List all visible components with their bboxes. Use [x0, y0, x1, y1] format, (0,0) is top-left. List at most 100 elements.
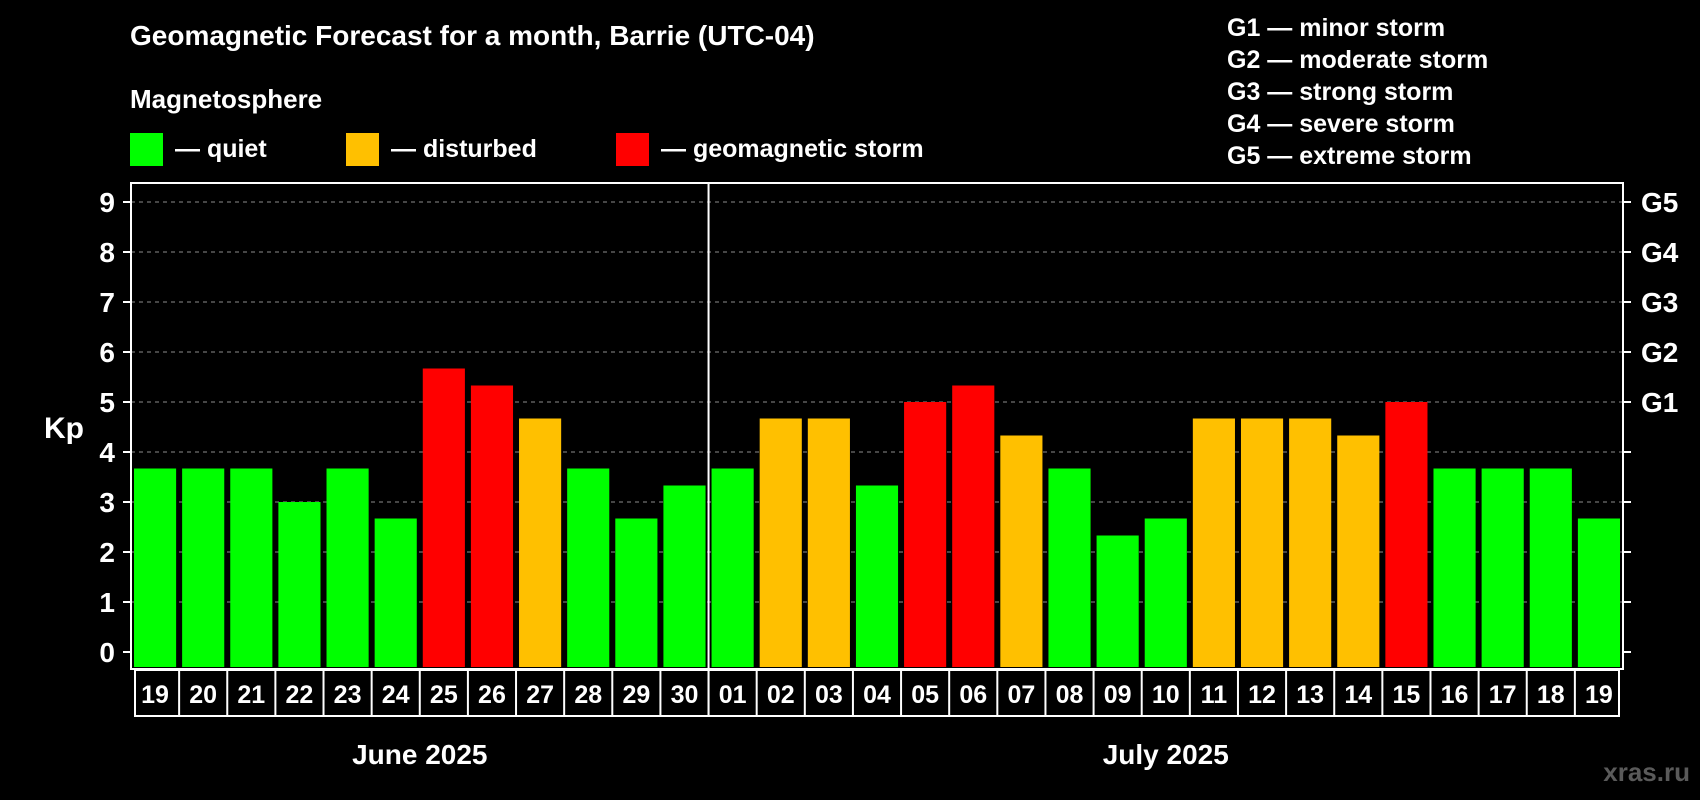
storm-scale-g2: G2 — moderate storm: [1227, 46, 1489, 74]
legend-item-disturbed: — disturbed: [346, 132, 537, 166]
category-label: 05: [911, 681, 939, 709]
y-tick-label: 9: [99, 187, 115, 218]
category-label: 22: [286, 681, 314, 709]
y-axis-label: Kp: [44, 412, 84, 445]
y-tick-label: 3: [99, 487, 115, 518]
storm-scale-g5: G5 — extreme storm: [1227, 142, 1472, 170]
legend-label-disturbed: — disturbed: [391, 134, 537, 163]
bar-28: [1481, 468, 1524, 667]
legend-heading: Magnetosphere: [130, 84, 323, 114]
bar-16: [904, 402, 947, 667]
category-label: 21: [237, 681, 265, 709]
category-label: 11: [1201, 681, 1228, 709]
bar-15: [855, 485, 899, 667]
category-label: 25: [430, 681, 458, 709]
category-label: 06: [959, 681, 987, 709]
category-label: 19: [1585, 681, 1613, 709]
bar-8: [519, 418, 562, 667]
y-tick-label: 4: [99, 437, 115, 468]
category-label: 24: [382, 681, 410, 709]
y-tick-label: 2: [99, 537, 115, 568]
bar-30: [1577, 518, 1620, 667]
legend-item-quiet: — quiet: [130, 132, 267, 166]
category-label: 28: [574, 681, 602, 709]
storm-scale-legend: G1 — minor storm G2 — moderate storm G3 …: [1227, 12, 1488, 172]
storm-scale-g4: G4 — severe storm: [1227, 110, 1455, 138]
bar-17: [952, 385, 995, 667]
category-label: 01: [719, 681, 747, 709]
category-label: 16: [1441, 681, 1469, 709]
bar-12: [711, 468, 754, 667]
bar-10: [615, 518, 658, 667]
y-tick-label: 0: [99, 637, 115, 668]
category-label: 20: [189, 681, 217, 709]
legend-swatch-disturbed: [346, 132, 379, 166]
bar-9: [567, 468, 610, 667]
watermark: xras.ru: [1603, 757, 1690, 787]
bar-23: [1240, 418, 1284, 667]
storm-scale-g3: G3 — strong storm: [1227, 78, 1454, 106]
month-label: June 2025: [352, 739, 487, 770]
bar-25: [1337, 435, 1380, 667]
y-tick-label: 7: [99, 287, 115, 318]
bar-20: [1096, 535, 1139, 667]
g-scale-label: G2: [1641, 337, 1678, 368]
bar-26: [1385, 402, 1428, 667]
category-label: 26: [478, 681, 506, 709]
bar-13: [759, 418, 802, 667]
chart-title: Geomagnetic Forecast for a month, Barrie…: [130, 20, 815, 51]
g-scale-label: G4: [1641, 237, 1679, 268]
bar-7: [470, 385, 514, 667]
category-label: 27: [526, 681, 554, 709]
bar-1: [182, 468, 225, 667]
legend-label-quiet: — quiet: [175, 134, 267, 163]
category-label: 13: [1296, 681, 1324, 709]
month-label: July 2025: [1103, 739, 1229, 770]
category-label: 09: [1104, 681, 1132, 709]
category-label: 15: [1393, 681, 1421, 709]
category-label: 17: [1489, 681, 1517, 709]
bar-24: [1289, 418, 1332, 667]
y-tick-label: 8: [99, 237, 115, 268]
bar-27: [1433, 468, 1476, 667]
bar-11: [663, 485, 706, 667]
category-label: 12: [1248, 681, 1276, 709]
bar-22: [1192, 418, 1235, 667]
bar-4: [326, 468, 369, 667]
bar-18: [1000, 435, 1043, 667]
bar-0: [134, 468, 177, 667]
category-label: 14: [1344, 681, 1372, 709]
category-label: 10: [1152, 681, 1180, 709]
category-label: 23: [334, 681, 362, 709]
bar-14: [807, 418, 850, 667]
y-tick-label: 5: [99, 387, 115, 418]
y-tick-label: 6: [99, 337, 115, 368]
storm-scale-g1: G1 — minor storm: [1227, 14, 1446, 42]
category-label: 03: [815, 681, 843, 709]
legend-swatch-storm: [616, 132, 649, 166]
bar-5: [374, 518, 417, 667]
g-scale-label: G1: [1641, 387, 1678, 418]
category-label: 08: [1056, 681, 1084, 709]
category-label: 19: [141, 681, 169, 709]
y-tick-label: 1: [99, 587, 115, 618]
legend-item-storm: — geomagnetic storm: [616, 132, 924, 166]
bar-3: [278, 502, 321, 667]
legend-label-storm: — geomagnetic storm: [661, 134, 924, 163]
bar-19: [1048, 468, 1091, 667]
category-label: 29: [622, 681, 650, 709]
g-scale-label: G5: [1641, 187, 1678, 218]
category-label: 07: [1007, 681, 1035, 709]
bar-29: [1529, 468, 1572, 667]
category-label: 30: [671, 681, 699, 709]
legend-swatch-quiet: [130, 132, 163, 166]
bar-6: [422, 368, 465, 667]
category-label: 18: [1537, 681, 1565, 709]
category-row-frame: [134, 669, 1620, 717]
category-label: 02: [767, 681, 795, 709]
category-label: 04: [863, 681, 891, 709]
bar-2: [230, 468, 273, 667]
g-scale-label: G3: [1641, 287, 1678, 318]
bar-21: [1144, 518, 1187, 667]
